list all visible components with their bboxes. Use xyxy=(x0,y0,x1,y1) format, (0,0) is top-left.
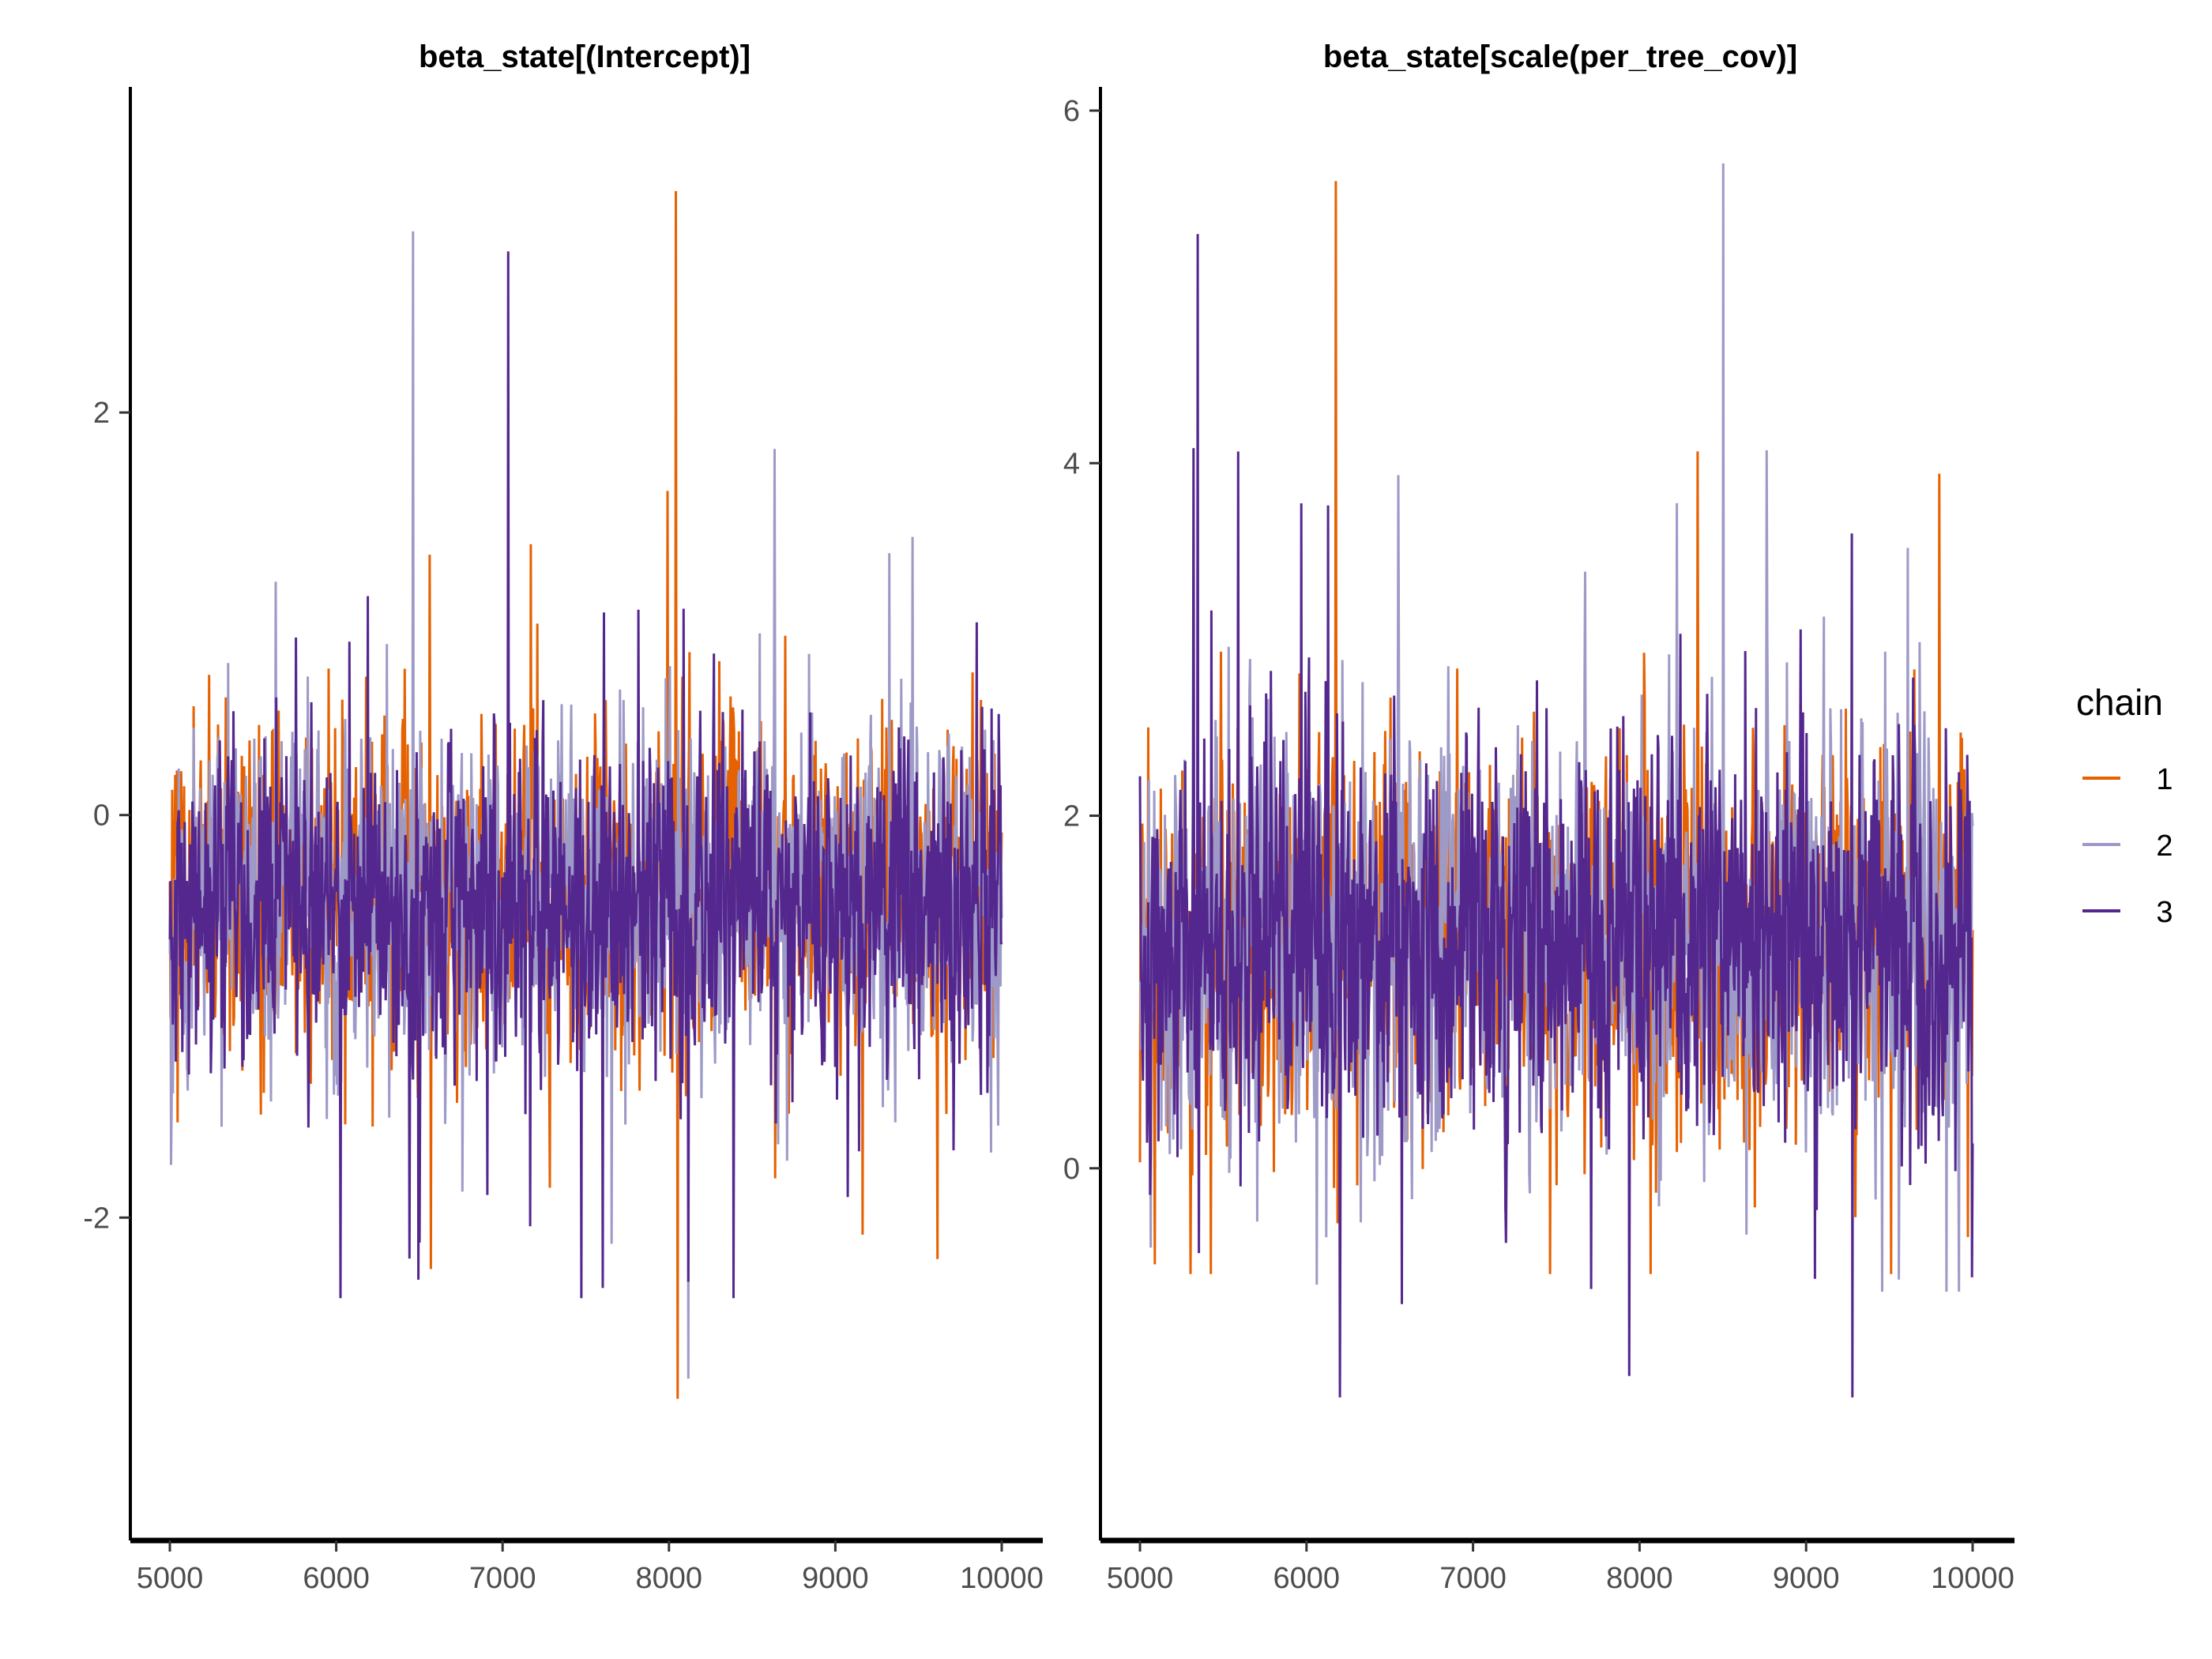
x-tick-label: 10000 xyxy=(1931,1562,2014,1595)
trace-line-chain-3 xyxy=(168,251,1003,1299)
x-tick-label: 5000 xyxy=(1107,1562,1174,1595)
panel-scale-per-tree-cov: beta_state[scale(per_tree_cov)] 5000 6000… xyxy=(1063,40,2014,1595)
y-tick-label: 0 xyxy=(1063,1153,1080,1186)
legend-title: chain xyxy=(2076,682,2163,723)
legend-item-chain-3: 3 xyxy=(2082,896,2173,929)
legend-item-chain-1: 1 xyxy=(2082,763,2173,796)
x-tick-label: 6000 xyxy=(303,1562,370,1595)
x-tick-label: 10000 xyxy=(960,1562,1044,1595)
y-tick-label: 6 xyxy=(1063,95,1080,128)
y-tick-label: -2 xyxy=(83,1202,110,1235)
traces-scale-per-tree-cov xyxy=(1138,163,1974,1398)
axes-intercept: 5000 6000 7000 8000 9000 10000 -2 0 2 xyxy=(83,87,1044,1595)
panel-intercept: beta_state[(Intercept)] 5000 6000 7000 8000… xyxy=(83,40,1044,1595)
traces-intercept xyxy=(168,190,1003,1399)
x-tick-label: 9000 xyxy=(802,1562,869,1595)
panel-title-scale-per-tree-cov: beta_state[scale(per_tree_cov)] xyxy=(1323,40,1797,74)
y-tick-label: 0 xyxy=(93,799,110,833)
x-tick-label: 6000 xyxy=(1273,1562,1341,1595)
x-tick-label: 5000 xyxy=(137,1562,204,1595)
legend-label-chain-3: 3 xyxy=(2156,896,2172,929)
legend-label-chain-2: 2 xyxy=(2156,830,2172,863)
x-tick-label: 8000 xyxy=(1606,1562,1673,1595)
legend-item-chain-2: 2 xyxy=(2082,830,2173,863)
x-tick-label: 9000 xyxy=(1773,1562,1840,1595)
y-tick-label: 4 xyxy=(1063,447,1080,480)
legend: chain 1 2 3 xyxy=(2076,682,2173,929)
trace-line-chain-3 xyxy=(1138,234,1974,1398)
x-tick-label: 7000 xyxy=(469,1562,536,1595)
y-tick-label: 2 xyxy=(93,397,110,430)
x-tick-label: 7000 xyxy=(1439,1562,1507,1595)
y-tick-label: 2 xyxy=(1063,800,1080,833)
panel-title-intercept: beta_state[(Intercept)] xyxy=(419,40,750,74)
x-tick-label: 8000 xyxy=(636,1562,703,1595)
axes-scale-per-tree-cov: 5000 6000 7000 8000 9000 10000 0 2 4 6 xyxy=(1063,87,2014,1595)
legend-label-chain-1: 1 xyxy=(2156,763,2172,796)
